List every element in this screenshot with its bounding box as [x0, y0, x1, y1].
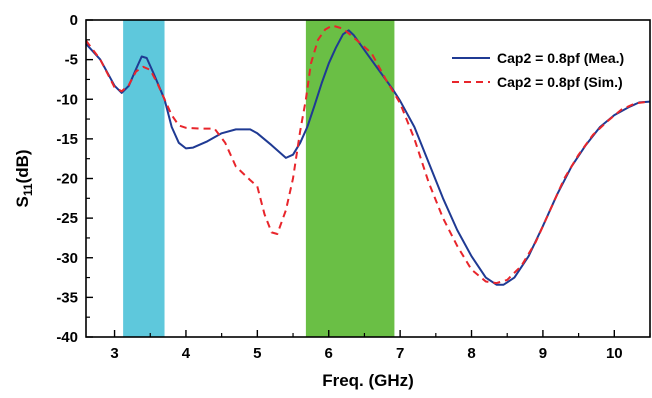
- x-tick-label: 4: [182, 345, 191, 362]
- y-tick-label: 0: [70, 12, 78, 29]
- highlight-band-1: [305, 20, 395, 337]
- x-tick-label: 7: [396, 345, 404, 362]
- y-tick-label: -25: [56, 210, 78, 227]
- y-axis-title-tail: (dB): [13, 149, 32, 183]
- y-tick-label: -35: [56, 289, 78, 306]
- x-tick-label: 8: [467, 345, 475, 362]
- y-tick-label: -40: [56, 329, 78, 346]
- series-line-1: [85, 24, 651, 285]
- y-axis-title-sub: 11: [21, 183, 35, 196]
- legend-label-mea: Cap2 = 0.8pf (Mea.): [497, 50, 624, 66]
- y-tick-label: -30: [56, 250, 78, 267]
- x-axis-title: Freq. (GHz): [322, 371, 414, 390]
- x-tick-label: 5: [253, 345, 261, 362]
- plot-frame: [85, 19, 651, 338]
- x-tick-label: 10: [606, 345, 623, 362]
- series-layer: [85, 24, 651, 286]
- legend-label-sim: Cap2 = 0.8pf (Sim.): [497, 74, 623, 90]
- x-tick-label: 6: [325, 345, 333, 362]
- tick-labels: 3 4 5 6 7 8 9 10 0 -5 -10 -15 -20 -25 -30 -35 -40: [56, 12, 622, 362]
- y-tick-label: -5: [65, 52, 78, 69]
- x-tick-label: 3: [110, 345, 118, 362]
- highlight-band-0: [123, 20, 165, 337]
- y-tick-label: -15: [56, 131, 78, 148]
- y-axis-title-main: S: [13, 196, 32, 207]
- legend: Cap2 = 0.8pf (Mea.) Cap2 = 0.8pf (Sim.): [452, 50, 624, 90]
- highlight-bands: [123, 20, 395, 337]
- y-tick-label: -20: [56, 171, 78, 188]
- y-axis-title: S11(dB): [13, 149, 35, 207]
- x-tick-label: 9: [539, 345, 547, 362]
- y-tick-label: -10: [56, 91, 78, 108]
